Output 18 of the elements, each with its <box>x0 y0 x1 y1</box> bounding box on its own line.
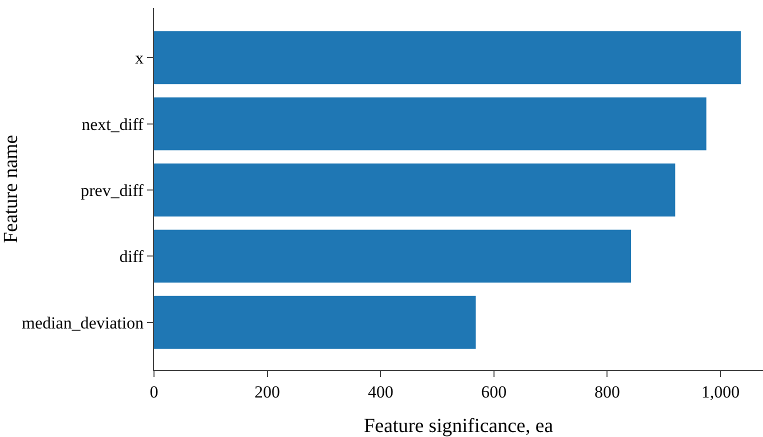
y-tick-label: next_diff <box>82 114 144 134</box>
bar <box>154 230 631 283</box>
x-tick-label: 800 <box>594 382 620 402</box>
y-tick-label: median_deviation <box>22 313 144 332</box>
y-tick-label: x <box>135 48 144 68</box>
x-tick-label: 600 <box>481 382 507 402</box>
bar <box>154 31 741 84</box>
x-tick-label: 0 <box>150 382 158 402</box>
bar <box>154 164 676 216</box>
x-tick-label: 1,000 <box>701 382 740 402</box>
y-tick-label: prev_diff <box>80 180 144 200</box>
x-axis-title: Feature significance, ea <box>364 415 554 437</box>
x-tick-label: 400 <box>368 382 394 402</box>
bar <box>154 296 476 349</box>
y-tick-label: diff <box>119 247 144 266</box>
bar <box>154 97 706 150</box>
y-axis-title: Feature name <box>0 134 22 244</box>
x-tick-label: 200 <box>254 382 280 402</box>
